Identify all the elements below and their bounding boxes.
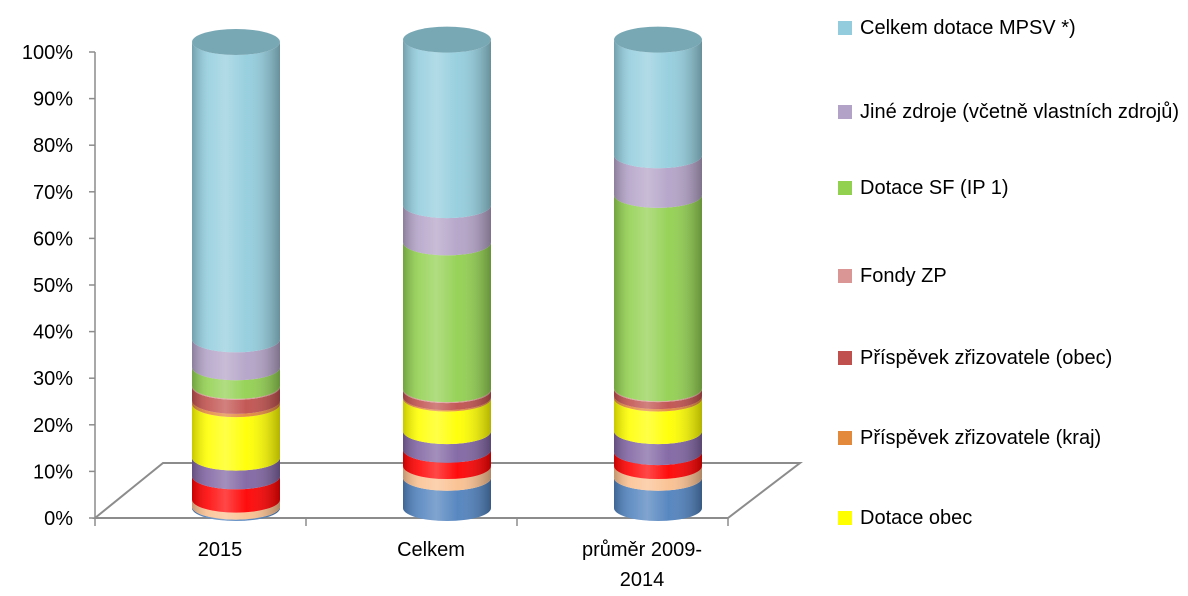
- legend-swatch: [838, 105, 852, 119]
- legend-label: Dotace obec: [860, 507, 973, 529]
- legend-swatch: [838, 351, 852, 365]
- y-tick-label: 80%: [33, 135, 73, 157]
- x-category-label: 2014: [620, 569, 665, 591]
- legend-item: Fondy ZP: [838, 262, 1188, 291]
- bar-segment-shade: [192, 367, 280, 399]
- bar-segment-shade: [403, 449, 491, 480]
- bar-segment-shade: [192, 42, 280, 353]
- bar-segment-shade: [403, 205, 491, 256]
- y-tick-label: 10%: [33, 461, 73, 483]
- legend-label: Příspěvek zřizovatele (obec): [860, 347, 1113, 369]
- y-tick-label: 20%: [33, 415, 73, 437]
- legend-label: Příspěvek zřizovatele (kraj): [860, 427, 1102, 449]
- legend-item: Příspěvek zřizovatele (obec): [838, 344, 1188, 373]
- bar-segment-shade: [614, 39, 702, 169]
- bar-segment-shade: [614, 452, 702, 480]
- legend-item: Dotace SF (IP 1): [838, 174, 1188, 203]
- legend-swatch: [838, 181, 852, 195]
- legend-swatch: [838, 21, 852, 35]
- x-category-label: 2015: [198, 539, 243, 561]
- y-tick-label: 40%: [33, 322, 73, 344]
- x-category-label: Celkem: [397, 539, 465, 561]
- bar-stack: [192, 29, 280, 521]
- bar-segment-shade: [192, 339, 280, 381]
- bar-top-cap: [403, 26, 491, 53]
- bar-segment-shade: [614, 155, 702, 208]
- y-tick-label: 50%: [33, 275, 73, 297]
- bar-top-cap: [192, 29, 280, 55]
- legend-item: Jiné zdroje (včetně vlastních zdrojů): [838, 98, 1188, 127]
- bar-segment-shade: [614, 396, 702, 412]
- bar-segment-shade: [192, 404, 280, 471]
- legend-label: Fondy ZP: [860, 265, 947, 287]
- y-tick-label: 30%: [33, 368, 73, 390]
- legend-item: Celkem dotace MPSV *): [838, 14, 1188, 43]
- x-category-label: průměr 2009-: [582, 539, 702, 561]
- bar-segment-shade: [403, 39, 491, 219]
- bar-segment-shade: [192, 457, 280, 490]
- y-tick-label: 100%: [22, 42, 73, 64]
- bar-segment-shade: [614, 431, 702, 466]
- legend-label: Dotace SF (IP 1): [860, 177, 1009, 199]
- y-axis: 0% 10% 20% 30% 40% 50% 60% 70% 80% 90% 100%: [22, 42, 729, 530]
- legend-swatch: [838, 511, 852, 525]
- bar-segment-shade: [403, 390, 491, 411]
- legend-label: Celkem dotace MPSV *): [860, 17, 1076, 39]
- bar-stack: [403, 26, 491, 521]
- bar-segment-shade: [192, 400, 280, 418]
- x-axis-labels: 2015 Celkem průměr 2009- 2014: [198, 539, 702, 591]
- legend-item: Příspěvek zřizovatele (kraj): [838, 424, 1188, 453]
- bar-segment-shade: [192, 386, 280, 414]
- y-tick-label: 90%: [33, 89, 73, 111]
- bar-segment-shade: [614, 194, 702, 402]
- bar-segment-shade: [403, 477, 491, 521]
- bar-segment-shade: [192, 476, 280, 513]
- bar-segment-shade: [614, 466, 702, 491]
- bar-segment-shade: [403, 431, 491, 463]
- legend-swatch: [838, 431, 852, 445]
- legend-item: Dotace obec: [838, 504, 1188, 533]
- legend-swatch: [838, 269, 852, 283]
- y-tick-label: 0%: [44, 508, 73, 530]
- legend-label: Jiné zdroje (včetně vlastních zdrojů): [860, 101, 1180, 123]
- bar-segment-shade: [403, 466, 491, 491]
- y-tick-label: 70%: [33, 182, 73, 204]
- bars-group: [192, 26, 702, 521]
- bar-segment-shade: [403, 398, 491, 445]
- bar-top-cap: [614, 26, 702, 53]
- bar-segment-shade: [614, 398, 702, 445]
- bar-stack: [614, 26, 702, 521]
- bar-segment-shade: [614, 389, 702, 410]
- legend: Celkem dotace MPSV *) Jiné zdroje (včetně…: [838, 14, 1188, 584]
- bar-segment-shade: [403, 242, 491, 403]
- y-tick-label: 60%: [33, 228, 73, 250]
- bar-segment-shade: [614, 477, 702, 521]
- bar-segment-shade: [192, 499, 280, 520]
